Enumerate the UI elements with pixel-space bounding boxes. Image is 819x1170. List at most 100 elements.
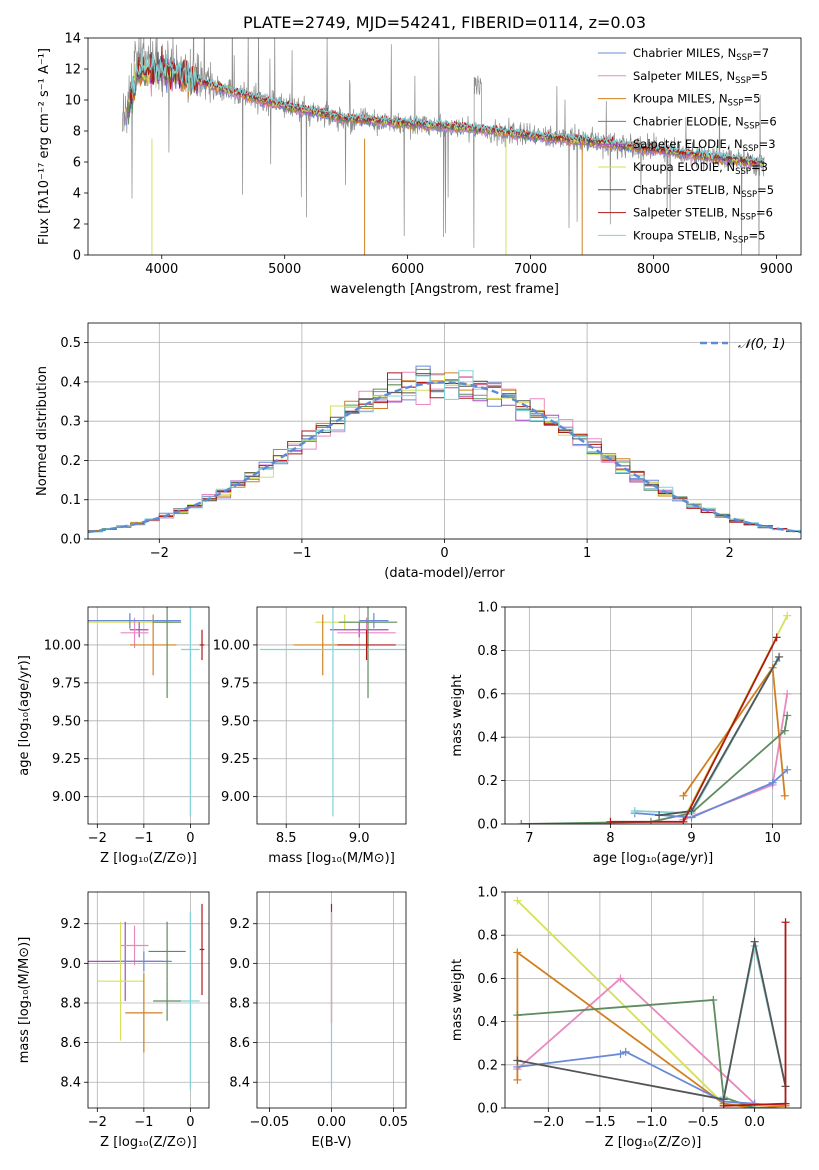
- x-tick-label: −1: [292, 546, 311, 561]
- errorbar-point: [337, 629, 396, 661]
- x-tick-label: 2: [726, 546, 734, 561]
- y-tick-label: 0.6: [477, 972, 498, 987]
- x-tick-label: 0: [440, 546, 448, 561]
- y-tick-label: 1.0: [477, 601, 498, 616]
- errorbar-point: [359, 613, 389, 629]
- y-tick-label: 4: [73, 187, 81, 202]
- y-tick-label: 8.6: [229, 1036, 250, 1051]
- weight-series-line: [719, 918, 790, 1108]
- age-vs-z-panel: −2 −1 0 9.00 9.25 9.50 9.75 10.00 Z [log₁₀(Z/Z⊙)…: [17, 606, 210, 866]
- plus-marker: [783, 689, 792, 698]
- errorbar-point: [330, 622, 389, 638]
- plot-frame: [87, 322, 802, 540]
- y-axis-label: mass weight: [450, 674, 465, 756]
- errorbar-point: [120, 617, 149, 648]
- legend-entry: Chabrier MILES, NSSP=7: [633, 46, 769, 63]
- errorbar-point: [199, 903, 205, 996]
- x-tick-label: 7000: [514, 262, 547, 277]
- errorbar-point: [181, 911, 200, 1091]
- errorbar-points: [259, 607, 406, 817]
- plot-frame: [504, 891, 802, 1109]
- y-tick-label: 1.0: [477, 886, 498, 901]
- legend-entry: Salpeter STELIB, NSSP=6: [633, 206, 773, 223]
- errorbar-point: [129, 614, 177, 676]
- x-axis-label: Z [log₁₀(Z/Z⊙)]: [605, 1135, 702, 1150]
- plus-marker: [768, 778, 777, 787]
- y-tick-label: 9.0: [229, 957, 250, 972]
- errorbar-points: [88, 607, 205, 817]
- x-tick-label: 9.0: [349, 831, 370, 846]
- x-tick-label: 4000: [145, 262, 178, 277]
- x-tick-label: −1.5: [584, 1115, 616, 1130]
- chart-title: PLATE=2749, MJD=54241, FIBERID=0114, z=0…: [243, 13, 646, 32]
- errorbar-point: [88, 613, 182, 629]
- weight-series-line: [517, 711, 792, 824]
- y-tick-label: 9.25: [52, 752, 81, 767]
- plot-frame: [504, 606, 802, 825]
- plot-frame: [256, 891, 407, 1109]
- x-tick-label: −1.0: [636, 1115, 668, 1130]
- y-axis-label: Flux [fλ10⁻¹⁷ erg cm⁻² s⁻¹ A⁻¹]: [37, 48, 52, 245]
- y-tick-label: 0.8: [477, 644, 498, 659]
- y-tick-label: 8.8: [229, 996, 250, 1011]
- y-tick-label: 2: [73, 218, 81, 233]
- plus-marker: [783, 711, 792, 720]
- mass-vs-ebv-panel: −0.05 0.00 0.05 8.4 8.6 8.8 9.0 9.2 E(B-V): [229, 891, 408, 1150]
- plus-marker: [719, 1101, 728, 1108]
- legend-entry: Salpeter ELODIE, NSSP=3: [633, 137, 776, 154]
- y-axis-label: age [log₁₀(age/yr)]: [17, 655, 32, 776]
- y-tick-label: 8.4: [60, 1076, 81, 1091]
- spectrum-legend: Chabrier MILES, NSSP=7 Salpeter MILES, NS…: [598, 46, 777, 245]
- plus-marker: [709, 996, 718, 1004]
- plus-marker: [616, 1050, 625, 1058]
- plus-marker: [517, 820, 526, 824]
- errorbar-point: [125, 973, 163, 1053]
- plus-marker: [513, 1056, 522, 1065]
- plus-marker: [780, 791, 789, 800]
- weight-vs-age-panel: 7 8 9 10 0.0 0.2 0.4 0.6 0.8 1.0 age [log₁₀(age/yr…: [450, 601, 802, 866]
- y-tick-label: 8.4: [229, 1076, 250, 1091]
- errorbar-points: [88, 903, 205, 1091]
- y-tick-label: 0.3: [60, 415, 81, 430]
- x-tick-label: 0: [186, 1115, 194, 1130]
- errorbar-point: [199, 629, 205, 661]
- y-tick-label: 14: [64, 32, 81, 47]
- errorbar-point: [97, 921, 144, 1041]
- x-tick-label: −1: [134, 1115, 153, 1130]
- weight-series-line: [655, 652, 784, 820]
- x-tick-label: 8000: [637, 262, 670, 277]
- legend-entry: Salpeter MILES, NSSP=5: [633, 69, 768, 86]
- plus-marker: [750, 937, 759, 946]
- x-tick-label: 10: [764, 831, 781, 846]
- errorbar-point: [338, 607, 398, 699]
- y-tick-label: 0: [73, 249, 81, 264]
- errorbar-point: [148, 921, 186, 982]
- y-tick-label: 0.1: [60, 493, 81, 508]
- weight-series: [513, 896, 790, 1108]
- x-tick-label: 8.5: [276, 831, 297, 846]
- y-axis-label: mass weight: [450, 959, 465, 1041]
- series-path: [658, 656, 780, 817]
- x-tick-label: 7: [525, 831, 533, 846]
- y-tick-label: 9.75: [52, 676, 81, 691]
- weight-series-line: [630, 765, 792, 822]
- y-tick-label: 0.0: [477, 818, 498, 833]
- y-tick-label: 8.8: [60, 996, 81, 1011]
- x-axis-label: Z [log₁₀(Z/Z⊙)]: [100, 1135, 197, 1150]
- x-tick-label: 9: [687, 831, 695, 846]
- x-tick-label: 0.05: [379, 1115, 408, 1130]
- plus-marker: [783, 765, 792, 774]
- legend-entry: Kroupa STELIB, NSSP=5: [633, 228, 765, 245]
- y-tick-label: 8.6: [60, 1036, 81, 1051]
- x-tick-label: −1: [134, 831, 153, 846]
- weight-vs-z-panel: −2.0 −1.5 −1.0 −0.5 0.0 0.0 0.2 0.4 0.6 0.8 1.0 Z […: [450, 886, 802, 1150]
- legend-entry: Chabrier ELODIE, NSSP=6: [633, 114, 777, 131]
- y-tick-label: 0.8: [477, 929, 498, 944]
- y-tick-label: 0.5: [60, 336, 81, 351]
- x-tick-label: −2.0: [533, 1115, 565, 1130]
- weight-series: [517, 611, 792, 824]
- x-tick-label: 1: [583, 546, 591, 561]
- x-axis-label: Z [log₁₀(Z/Z⊙)]: [100, 851, 197, 866]
- legend-entry: Kroupa MILES, NSSP=5: [633, 92, 760, 109]
